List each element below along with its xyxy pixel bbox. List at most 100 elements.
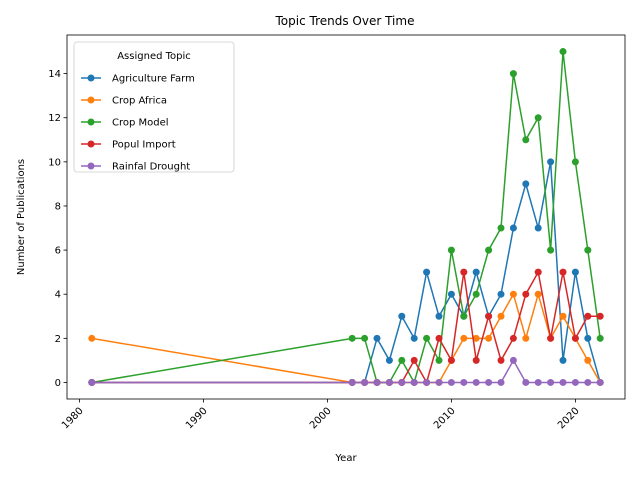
series-rainfal-drought	[88, 356, 604, 386]
data-point-popul-import	[596, 312, 604, 320]
x-axis-title: Year	[334, 453, 357, 464]
x-tick-label: 2000	[308, 406, 334, 432]
legend-item-crop-model: Crop Model	[81, 118, 169, 129]
series-line-agriculture-farm	[91, 161, 601, 384]
data-point-crop-model	[547, 246, 555, 254]
x-tick-label: 2010	[432, 406, 458, 432]
data-point-agriculture-farm	[534, 224, 542, 232]
data-point-crop-model	[447, 246, 455, 254]
legend-item-crop-africa: Crop Africa	[81, 96, 167, 107]
data-point-popul-import	[584, 312, 592, 320]
y-axis: 0 2 4 6 8 10 12 14	[48, 69, 67, 389]
data-point-agriculture-farm	[571, 268, 579, 276]
data-point-agriculture-farm	[435, 312, 443, 320]
data-point-agriculture-farm	[547, 158, 555, 166]
legend-swatch-marker	[87, 140, 95, 148]
data-point-rainfal-drought	[361, 378, 369, 386]
data-point-popul-import	[460, 268, 468, 276]
data-point-crop-africa	[88, 334, 96, 342]
data-point-crop-model	[348, 334, 356, 342]
data-point-crop-africa	[522, 334, 530, 342]
data-point-agriculture-farm	[447, 290, 455, 298]
legend-box	[73, 41, 235, 173]
data-point-rainfal-drought	[88, 378, 96, 386]
series-line-popul-import	[91, 269, 601, 385]
data-point-crop-model	[398, 356, 406, 364]
x-tick-label: 1980	[60, 406, 86, 432]
data-point-crop-africa	[509, 290, 517, 298]
data-point-rainfal-drought	[385, 378, 393, 386]
data-point-rainfal-drought	[472, 378, 480, 386]
y-tick-label: 12	[48, 113, 61, 124]
series-line-rainfal-drought	[91, 358, 601, 384]
data-point-popul-import	[534, 268, 542, 276]
data-point-popul-import	[472, 356, 480, 364]
data-point-popul-import	[447, 356, 455, 364]
data-point-agriculture-farm	[509, 224, 517, 232]
plot-area	[66, 34, 626, 400]
data-point-rainfal-drought	[410, 378, 418, 386]
data-point-popul-import	[497, 356, 505, 364]
data-point-crop-africa	[497, 312, 505, 320]
x-axis: 1980 1990 2000 2010 2020	[60, 399, 582, 431]
data-point-crop-model	[497, 224, 505, 232]
data-point-rainfal-drought	[485, 378, 493, 386]
series-agriculture-farm	[88, 158, 604, 386]
data-point-crop-model	[596, 334, 604, 342]
data-point-agriculture-farm	[410, 334, 418, 342]
data-point-rainfal-drought	[497, 378, 505, 386]
data-point-rainfal-drought	[447, 378, 455, 386]
data-point-rainfal-drought	[534, 378, 542, 386]
data-point-rainfal-drought	[559, 378, 567, 386]
data-point-rainfal-drought	[571, 378, 579, 386]
legend-label: Crop Africa	[112, 96, 167, 107]
y-tick-label: 8	[55, 201, 61, 212]
data-point-rainfal-drought	[398, 378, 406, 386]
data-point-crop-africa	[460, 334, 468, 342]
legend-label: Crop Model	[112, 118, 169, 129]
y-tick-label: 0	[55, 378, 61, 389]
legend-item-agriculture-farm: Agriculture Farm	[81, 74, 195, 85]
data-point-agriculture-farm	[559, 356, 567, 364]
legend-title: Assigned Topic	[117, 51, 191, 62]
data-point-popul-import	[485, 312, 493, 320]
y-tick-label: 14	[48, 69, 61, 80]
data-point-crop-africa	[485, 334, 493, 342]
data-point-crop-africa	[584, 356, 592, 364]
plot-frame	[66, 34, 626, 400]
legend-swatch-marker	[87, 96, 95, 104]
data-point-agriculture-farm	[584, 334, 592, 342]
legend-label: Popul Import	[112, 140, 176, 151]
data-point-popul-import	[559, 268, 567, 276]
data-point-rainfal-drought	[373, 378, 381, 386]
data-point-rainfal-drought	[348, 378, 356, 386]
series-crop-africa	[88, 290, 604, 386]
data-point-rainfal-drought	[584, 378, 592, 386]
data-point-rainfal-drought	[423, 378, 431, 386]
data-point-crop-model	[423, 334, 431, 342]
data-point-crop-africa	[534, 290, 542, 298]
data-point-popul-import	[547, 334, 555, 342]
legend-item-rainfal-drought: Rainfal Drought	[81, 162, 190, 173]
legend-label: Rainfal Drought	[112, 162, 190, 173]
legend-swatch-marker	[87, 74, 95, 82]
data-point-crop-model	[571, 158, 579, 166]
y-tick-label: 10	[48, 157, 61, 168]
data-point-agriculture-farm	[423, 268, 431, 276]
data-point-crop-model	[361, 334, 369, 342]
data-point-crop-model	[584, 246, 592, 254]
data-point-crop-model	[460, 312, 468, 320]
data-point-crop-model	[534, 114, 542, 122]
data-point-crop-model	[509, 70, 517, 78]
data-point-crop-model	[559, 48, 567, 56]
data-point-rainfal-drought	[596, 378, 604, 386]
data-point-popul-import	[522, 290, 530, 298]
chart-title: Topic Trends Over Time	[275, 14, 415, 28]
data-point-crop-model	[485, 246, 493, 254]
data-point-crop-africa	[559, 312, 567, 320]
data-point-agriculture-farm	[398, 312, 406, 320]
data-point-agriculture-farm	[385, 356, 393, 364]
legend-label: Agriculture Farm	[112, 74, 195, 85]
legend: Assigned Topic Agriculture Farm Crop Afri…	[73, 41, 235, 173]
y-tick-label: 2	[55, 334, 61, 345]
